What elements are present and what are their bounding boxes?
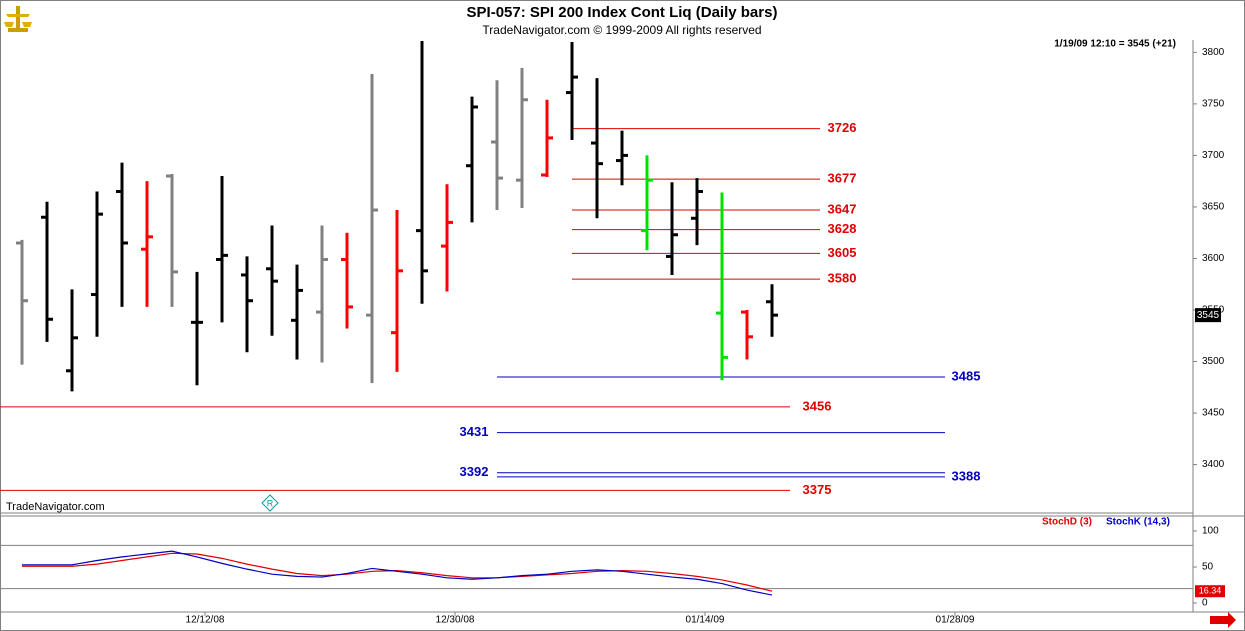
level-label: 3431 bbox=[460, 424, 489, 439]
chart-subtitle: TradeNavigator.com © 1999-2009 All right… bbox=[482, 23, 761, 37]
level-label: 3726 bbox=[828, 120, 857, 135]
level-label: 3605 bbox=[828, 245, 857, 260]
level-label: 3388 bbox=[952, 468, 981, 483]
stoch-line bbox=[22, 550, 773, 596]
chart-title: SPI-057: SPI 200 Index Cont Liq (Daily b… bbox=[467, 4, 778, 21]
y-tick-label: 3400 bbox=[1202, 459, 1225, 470]
logo bbox=[4, 6, 32, 32]
y-tick-label: 0 bbox=[1202, 598, 1208, 609]
level-label: 3456 bbox=[803, 398, 832, 413]
y-tick-label: 3800 bbox=[1202, 47, 1225, 58]
level-label: 3375 bbox=[803, 482, 832, 497]
scroll-arrow[interactable] bbox=[1210, 612, 1236, 628]
r-marker-label: R bbox=[267, 498, 274, 508]
last-value-label: 16.34 bbox=[1199, 586, 1222, 596]
r-marker: R bbox=[261, 494, 279, 512]
last-price-label: 3545 bbox=[1197, 310, 1220, 321]
y-tick-label: 3450 bbox=[1202, 408, 1225, 419]
y-tick-label: 50 bbox=[1202, 562, 1214, 573]
y-tick-label: 3650 bbox=[1202, 202, 1225, 213]
y-tick-label: 3700 bbox=[1202, 150, 1225, 161]
level-label: 3580 bbox=[828, 271, 857, 286]
legend-entry: StochD (3) bbox=[1042, 517, 1092, 528]
y-tick-label: 3600 bbox=[1202, 253, 1225, 264]
last-price-box bbox=[1195, 308, 1221, 323]
x-tick-label: 01/28/09 bbox=[936, 615, 975, 626]
x-tick-label: 12/12/08 bbox=[186, 615, 225, 626]
level-label: 3647 bbox=[828, 201, 857, 216]
y-tick-label: 100 bbox=[1202, 526, 1219, 537]
level-label: 3392 bbox=[460, 464, 489, 479]
y-tick-label: 3500 bbox=[1202, 356, 1225, 367]
stoch-line bbox=[22, 552, 773, 592]
quote: 1/19/09 12:10 = 3545 (+21) bbox=[1054, 39, 1176, 50]
level-label: 3677 bbox=[828, 171, 857, 186]
level-label: 3628 bbox=[828, 221, 857, 236]
y-tick-label: 3750 bbox=[1202, 99, 1225, 110]
x-tick-label: 12/30/08 bbox=[436, 615, 475, 626]
legend-entry: StochK (14,3) bbox=[1106, 517, 1170, 528]
watermark: TradeNavigator.com bbox=[6, 501, 105, 513]
x-tick-label: 01/14/09 bbox=[686, 615, 725, 626]
level-label: 3485 bbox=[952, 368, 981, 383]
last-value-box bbox=[1195, 585, 1225, 598]
